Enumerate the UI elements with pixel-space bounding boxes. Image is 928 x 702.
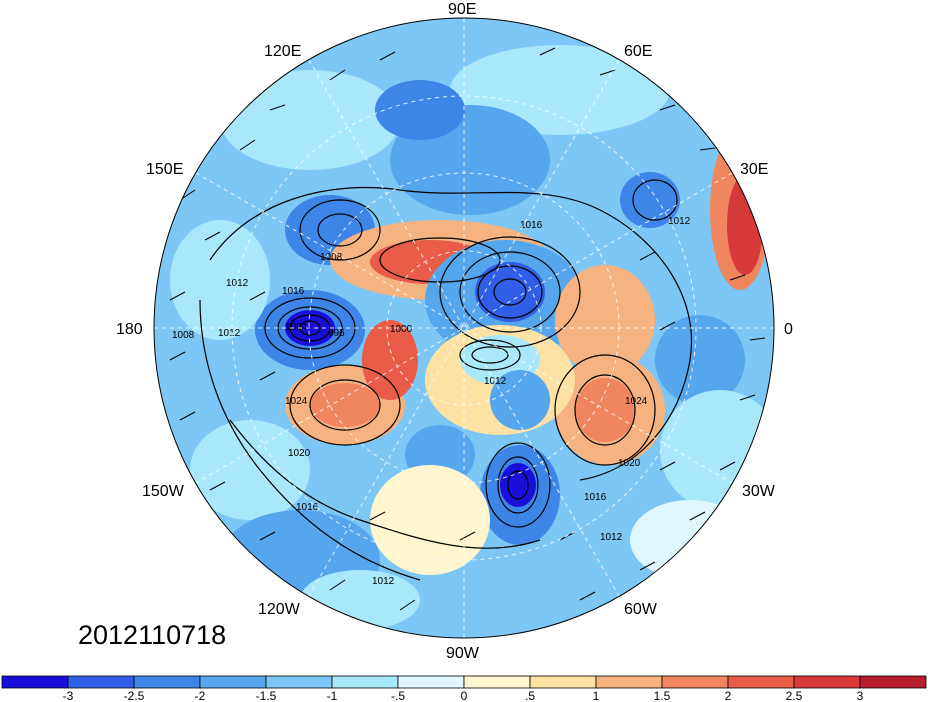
colorbar-tick-label: -2.5	[124, 689, 145, 702]
colorbar-swatch	[67, 675, 135, 689]
lon-label-60e: 60E	[624, 43, 652, 60]
colorbar-tick-label: -3	[63, 689, 74, 702]
map-boundary	[153, 17, 775, 639]
colorbar-swatch	[661, 675, 729, 689]
colorbar-tick-label: 2.5	[786, 689, 803, 702]
colorbar-swatch	[595, 675, 663, 689]
contour-label: 1000	[390, 324, 413, 335]
graticule	[154, 18, 774, 638]
colorbar-swatch	[133, 675, 201, 689]
contour-label: 1012	[218, 328, 241, 339]
colorbar-tick-label: .5	[525, 689, 535, 702]
contour-value-labels: 1016 1008 1012 1012 1008 1004 996 1000 1…	[172, 216, 691, 587]
contour-label: 1012	[226, 278, 249, 289]
colorbar-tick-label: -1	[327, 689, 338, 702]
contour-label: 1004	[285, 322, 308, 333]
lon-label-120e: 120E	[264, 43, 301, 60]
colorbar-tick-label: -2	[195, 689, 206, 702]
contour-label: 1024	[285, 396, 308, 407]
colorbar-tick-label: 1	[593, 689, 600, 702]
colorbar-swatch	[529, 675, 597, 689]
lon-label-90w: 90W	[446, 645, 480, 662]
contour-label: 1012	[600, 532, 623, 543]
colorbar-tick-label: 3	[857, 689, 864, 702]
colorbar-swatch	[793, 675, 861, 689]
lon-label-150w: 150W	[142, 483, 185, 500]
contour-label: 1012	[372, 576, 395, 587]
colorbar-swatch	[265, 675, 333, 689]
contour-label: 1016	[282, 286, 305, 297]
lon-label-150e: 150E	[146, 161, 183, 178]
colorbar-swatch	[331, 675, 399, 689]
longitude-labels: 90E 60E 30E 0 30W 60W 90W 120W 150W 180 …	[116, 1, 793, 662]
lon-label-120w: 120W	[258, 601, 301, 618]
contour-label: 1020	[618, 458, 641, 469]
contour-label: 1024	[625, 396, 648, 407]
colorbar-swatch	[397, 675, 465, 689]
colorbar-swatch	[859, 675, 927, 689]
colorbar-tick-label: -1.5	[256, 689, 277, 702]
contour-label: 1016	[520, 220, 543, 231]
contour-label: 1008	[320, 252, 343, 263]
colorbar-tick-label: 1.5	[654, 689, 671, 702]
contour-label: 1012	[668, 216, 691, 227]
colorbar-tick-labels: -3 -2.5 -2 -1.5 -1 -.5 0 .5 1 1.5 2 2.5 3	[63, 689, 864, 702]
colorbar-swatch	[727, 675, 795, 689]
colorbar-swatch	[463, 675, 531, 689]
colorbar-swatch	[1, 675, 69, 689]
colorbar-tick-label: 0	[461, 689, 468, 702]
lon-label-30w: 30W	[742, 483, 776, 500]
lon-label-0: 0	[784, 321, 793, 338]
date-stamp: 2012110718	[78, 620, 227, 650]
colorbar-tick-label: -.5	[391, 689, 405, 702]
contour-label: 1008	[172, 330, 195, 341]
contour-label: 1020	[288, 448, 311, 459]
contour-label: 1016	[584, 492, 607, 503]
contour-label: 1016	[296, 502, 319, 513]
lon-label-90e: 90E	[448, 1, 476, 18]
lon-label-30e: 30E	[740, 161, 768, 178]
colorbar	[1, 675, 927, 689]
colorbar-swatch	[199, 675, 267, 689]
colorbar-tick-label: 2	[725, 689, 732, 702]
contour-label: 996	[328, 328, 345, 339]
lon-label-60w: 60W	[624, 601, 658, 618]
lon-label-180: 180	[116, 321, 143, 338]
